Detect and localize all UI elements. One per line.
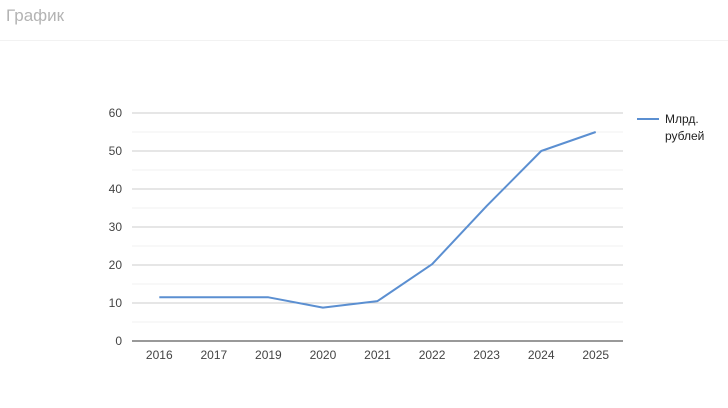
x-tick-label: 2025 [582,348,609,362]
y-tick-label: 10 [109,296,123,310]
x-tick-label: 2022 [419,348,446,362]
series-line [159,131,597,309]
data-point[interactable] [320,305,326,311]
legend-label: Млрд. [665,112,699,126]
x-tick-label: 2017 [200,348,227,362]
data-point[interactable] [484,203,490,209]
x-tick-label: 2023 [473,348,500,362]
data-point[interactable] [429,261,435,267]
data-point[interactable] [538,148,544,154]
data-point[interactable] [593,129,599,135]
data-point[interactable] [211,294,217,300]
data-point[interactable] [265,294,271,300]
data-point[interactable] [156,294,162,300]
page-title: График [6,6,65,25]
header-divider [0,40,728,41]
x-tick-label: 2019 [255,348,282,362]
data-point[interactable] [375,298,381,304]
y-tick-label: 30 [109,220,123,234]
x-tick-label: 2021 [364,348,391,362]
y-tick-label: 60 [109,106,123,120]
chart-series [156,129,599,311]
chart-legend[interactable]: Млрд. рублей [637,112,704,143]
y-axis-ticks: 0 10 20 30 40 50 60 [109,106,123,348]
x-axis-ticks: 2016 2017 2019 2020 2021 2022 2023 2024 2025 [146,348,609,362]
x-tick-label: 2020 [310,348,337,362]
y-tick-label: 40 [109,182,123,196]
x-tick-label: 2016 [146,348,173,362]
y-tick-label: 50 [109,144,123,158]
y-tick-label: 20 [109,258,123,272]
y-tick-label: 0 [115,334,122,348]
legend-label: рублей [665,129,704,143]
x-tick-label: 2024 [528,348,555,362]
